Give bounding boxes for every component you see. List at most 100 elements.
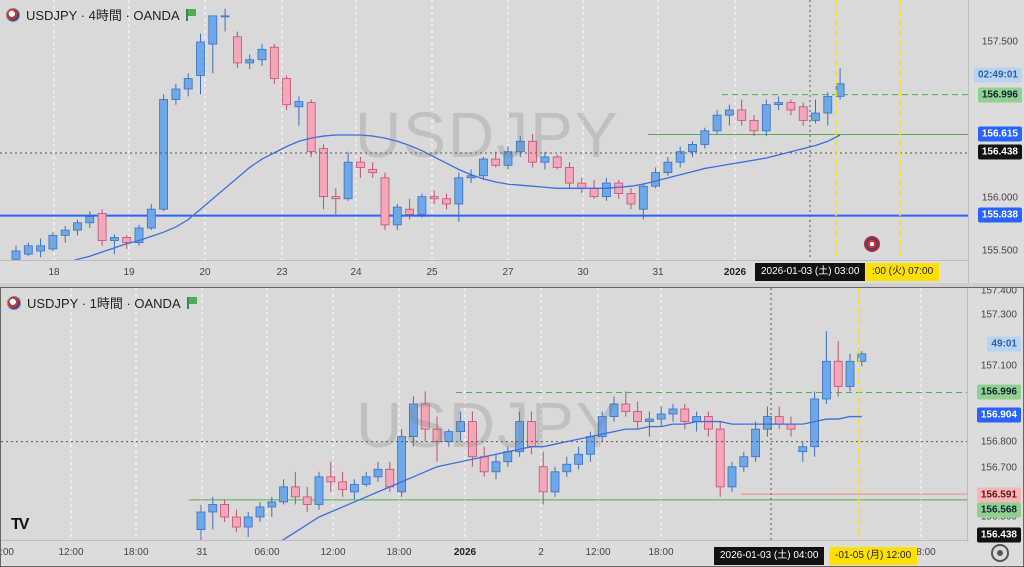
candle-up [361, 476, 371, 485]
candlestick-chart-4h[interactable] [0, 0, 968, 260]
candle-down [269, 46, 279, 79]
candle-down [633, 411, 642, 422]
crosshair-time-badge: 2026-01-03 (土) 03:00 [755, 263, 866, 281]
symbol-title-4h[interactable]: USDJPY · 4時間 · OANDA [6, 5, 196, 24]
candle-up [739, 456, 749, 468]
green-flag-icon[interactable] [186, 296, 197, 309]
economic-event-icon[interactable] [864, 236, 880, 252]
candle-up [36, 245, 45, 252]
candle-up [408, 403, 418, 438]
price-axis-1h[interactable]: 157.400 157.300 157.100 156.800 156.700 … [967, 288, 1023, 566]
candle-up [245, 59, 255, 64]
plot-area-4h[interactable] [0, 0, 968, 260]
candle-up [349, 483, 359, 493]
time-tick-year: 2026 [723, 267, 747, 278]
plot-area-1h[interactable] [1, 288, 969, 540]
candle-up [609, 403, 619, 417]
candle-up [220, 15, 230, 18]
candle-down [122, 237, 132, 244]
candle-down [774, 416, 784, 425]
candle-down [786, 102, 796, 111]
time-tick: 31 [652, 267, 664, 278]
price-tick: 157.500 [981, 36, 1018, 48]
time-axis-4h[interactable]: 18 19 20 23 24 25 27 30 31 2026 2026-01-… [0, 260, 968, 283]
candle-up [171, 88, 181, 100]
time-tick: 20 [199, 267, 211, 278]
time-tick-year: 2026 [453, 547, 477, 558]
candle-up [255, 506, 265, 518]
candle-up [774, 102, 783, 106]
candle-down [491, 158, 501, 166]
candle-up [314, 476, 324, 505]
time-tick: 12:00 [585, 547, 611, 558]
time-tick: 12:00 [320, 547, 346, 558]
price-tick: 157.100 [980, 360, 1017, 372]
candle-up [645, 418, 654, 422]
candle-up [503, 151, 513, 166]
candle-up [73, 222, 82, 231]
candle-up [700, 130, 710, 145]
candle-down [798, 106, 808, 121]
candle-down [786, 423, 796, 430]
time-tick: 18 [48, 267, 60, 278]
candle-down [368, 169, 378, 174]
candle-down [621, 403, 631, 412]
symbol-title-1h[interactable]: USDJPY · 1時間 · OANDA [7, 293, 197, 312]
candlestick-chart-1h[interactable] [1, 288, 969, 540]
candle-down [326, 476, 336, 483]
close-price-label: 156.438 [976, 527, 1021, 543]
chart-pane-1h[interactable]: USDJPY · 1時間 · OANDA USDJPY TV 157.400 1… [0, 287, 1024, 567]
time-tick: 25 [426, 267, 438, 278]
candle-down [680, 408, 690, 422]
candle-up [692, 416, 701, 422]
candle-up [835, 83, 845, 97]
candle-up [159, 99, 169, 210]
countdown-label: 02:49:01 [973, 67, 1022, 83]
candle-up [574, 453, 583, 465]
candle-up [60, 229, 70, 236]
price-axis-4h[interactable]: 157.500 156.000 155.500 02:49:01 156.996… [968, 0, 1024, 283]
pane-separator[interactable] [0, 283, 1024, 287]
candle-down [338, 481, 348, 490]
candle-up [208, 15, 218, 45]
chart-pane-4h[interactable]: USDJPY · 4時間 · OANDA USDJPY 157.500 156.… [0, 0, 1024, 283]
candle-down [380, 177, 390, 226]
settings-gear-icon[interactable] [991, 544, 1009, 562]
candle-up [540, 156, 550, 163]
candle-down [527, 421, 536, 448]
green-flag-icon[interactable] [185, 8, 196, 21]
candle-up [651, 172, 660, 187]
candle-up [857, 353, 867, 362]
candle-down [220, 504, 230, 518]
candle-up [668, 408, 678, 415]
tradingview-logo[interactable]: TV [11, 516, 30, 533]
candle-up [725, 109, 734, 116]
candle-up [279, 486, 289, 503]
candle-up [712, 114, 722, 132]
time-tick: 12:00 [58, 547, 84, 558]
candle-down [442, 198, 451, 205]
candle-up [343, 161, 353, 200]
candle-down [479, 456, 489, 473]
ma-price-label: 156.904 [976, 407, 1021, 423]
price-tick: 156.800 [980, 436, 1017, 448]
candle-down [302, 496, 312, 505]
candle-up [663, 161, 673, 174]
candle-up [688, 144, 697, 153]
close-price-label: 156.438 [977, 144, 1022, 160]
time-axis-1h[interactable]: :00 12:00 18:00 31 06:00 12:00 18:00 202… [1, 540, 969, 566]
candle-down [565, 166, 574, 184]
candle-up [397, 436, 407, 493]
candle-up [196, 511, 206, 530]
candle-up [85, 216, 95, 224]
candle-up [822, 360, 831, 400]
time-tick: 8:00 [916, 547, 936, 558]
candle-up [845, 360, 855, 387]
candle-up [656, 413, 666, 420]
candle-up [456, 421, 466, 433]
candle-down [331, 196, 341, 200]
price-tick: 156.700 [980, 462, 1017, 474]
candle-up [110, 237, 119, 241]
event-time-badge: -01-05 (月) 12:00 [829, 547, 918, 565]
symbol-title-text: USDJPY · 4時間 · OANDA [26, 8, 180, 23]
